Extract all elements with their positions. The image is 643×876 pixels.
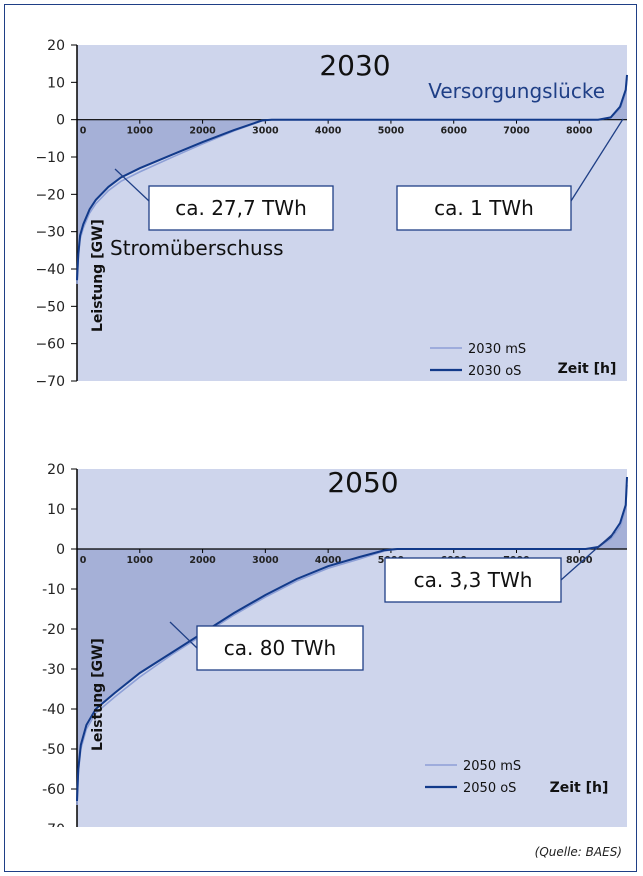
y-tick-label: -70: [42, 822, 65, 827]
y-tick-label: −40: [35, 262, 65, 278]
y-tick-label: −50: [35, 299, 65, 315]
callout-gap-energy-text: ca. 3,3 TWh: [414, 568, 533, 592]
x-tick-label: 3000: [252, 555, 279, 566]
y-tick-label: -30: [42, 662, 65, 678]
y-tick-label: −70: [35, 374, 65, 390]
x-tick-label: 6000: [440, 126, 467, 137]
callout-surplus-energy-text: ca. 80 TWh: [224, 636, 336, 660]
x-tick-label: 5000: [378, 126, 405, 137]
callout-gap-energy-leader: [560, 531, 616, 581]
chart-title: 2030: [319, 49, 390, 82]
y-tick-label: -10: [42, 582, 65, 598]
legend-label: 2050 mS: [463, 759, 521, 774]
callout-surplus-energy-box: [196, 625, 364, 671]
legend-label: 2050 oS: [463, 781, 516, 796]
y-tick-label: -40: [42, 702, 65, 718]
callout-surplus-energy-box: [148, 185, 334, 231]
x-tick-label: 0: [80, 126, 87, 137]
y-tick-label: -20: [42, 622, 65, 638]
source-note: (Quelle: BAES): [534, 845, 622, 859]
legend-label: 2030 mS: [468, 342, 526, 357]
figure-frame: 20 10 0 −10 −20 −30 −40 −50 −60 −70 0 1000 2000 3000 4…: [4, 4, 637, 872]
callout-gap-energy-text: ca. 1 TWh: [434, 196, 534, 220]
y-tick-label: 10: [47, 502, 65, 518]
x-tick-label: 2000: [189, 126, 216, 137]
callout-gap-energy-box: [396, 185, 572, 231]
callout-surplus-energy-leader: [169, 621, 198, 649]
x-tick-label: 8000: [566, 555, 593, 566]
surplus-area: [77, 477, 627, 801]
y-tick-label: -50: [42, 742, 65, 758]
x-axis-label: Zeit [h]: [550, 780, 609, 796]
x-tick-label: 4000: [315, 126, 342, 137]
x-axis-label: Zeit [h]: [558, 361, 617, 377]
y-tick-label: 20: [47, 38, 65, 54]
y-tick-label: 10: [47, 75, 65, 91]
x-tick-label: 0: [80, 555, 87, 566]
callout-gap-energy-box: [384, 557, 562, 603]
x-tick-label: 1000: [127, 555, 154, 566]
surplus-area: [77, 74, 627, 281]
x-tick-label: 1000: [127, 126, 154, 137]
surplus-label: Stromüberschuss: [110, 236, 284, 260]
chart-title: 2050: [327, 466, 398, 499]
y-axis-label: Leistung [GW]: [90, 638, 106, 751]
y-axis-label: Leistung [GW]: [90, 219, 106, 332]
y-tick-label: 0: [56, 113, 65, 129]
x-tick-label: 7000: [503, 126, 530, 137]
y-tick-label: 20: [47, 462, 65, 478]
y-tick-label: 0: [56, 542, 65, 558]
callout-gap-energy-leader: [570, 118, 624, 202]
callout-surplus-energy-text: ca. 27,7 TWh: [175, 196, 307, 220]
callout-surplus-energy-leader: [114, 168, 150, 202]
y-tick-label: −60: [35, 337, 65, 353]
x-tick-label: 2000: [189, 555, 216, 566]
chart-2030: 20 10 0 −10 −20 −30 −40 −50 −60 −70 0 1000 2000 3000 4…: [35, 38, 628, 390]
x-tick-label: 4000: [315, 555, 342, 566]
y-tick-label: -60: [42, 782, 65, 798]
chart-2050: 20 10 0 -10 -20 -30 -40 -50 -60 -70 0 1000 2000 3000 4…: [42, 462, 628, 827]
x-tick-label: 3000: [252, 126, 279, 137]
y-tick-label: −20: [35, 187, 65, 203]
x-tick-label: 8000: [566, 126, 593, 137]
y-tick-label: −10: [35, 150, 65, 166]
y-tick-label: −30: [35, 225, 65, 241]
series-line-os: [76, 74, 628, 281]
legend-label: 2030 oS: [468, 364, 521, 379]
supply-gap-label: Versorgungslücke: [428, 79, 605, 103]
